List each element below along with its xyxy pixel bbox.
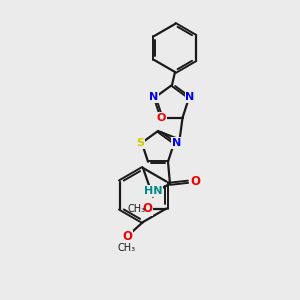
Text: CH₃: CH₃: [127, 203, 146, 214]
Text: O: O: [122, 230, 132, 244]
Text: O: O: [157, 112, 166, 123]
Text: HN: HN: [144, 186, 162, 196]
Text: N: N: [172, 138, 181, 148]
Text: O: O: [142, 202, 152, 215]
Text: N: N: [185, 92, 195, 102]
Text: N: N: [149, 92, 158, 102]
Text: S: S: [136, 138, 144, 148]
Text: CH₃: CH₃: [118, 243, 136, 253]
Text: O: O: [190, 175, 200, 188]
